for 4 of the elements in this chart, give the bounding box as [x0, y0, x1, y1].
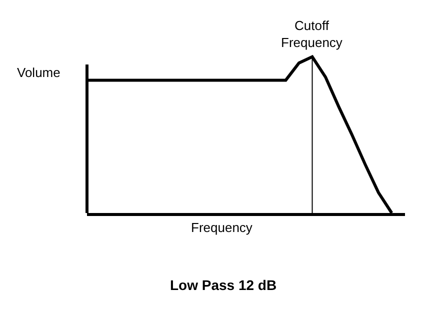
y-axis-title: Volume	[17, 65, 60, 80]
text: Low Pass 12 dB	[170, 277, 277, 293]
x-axis-title: Frequency	[191, 220, 253, 235]
text: Cutoff Frequency	[281, 18, 343, 50]
